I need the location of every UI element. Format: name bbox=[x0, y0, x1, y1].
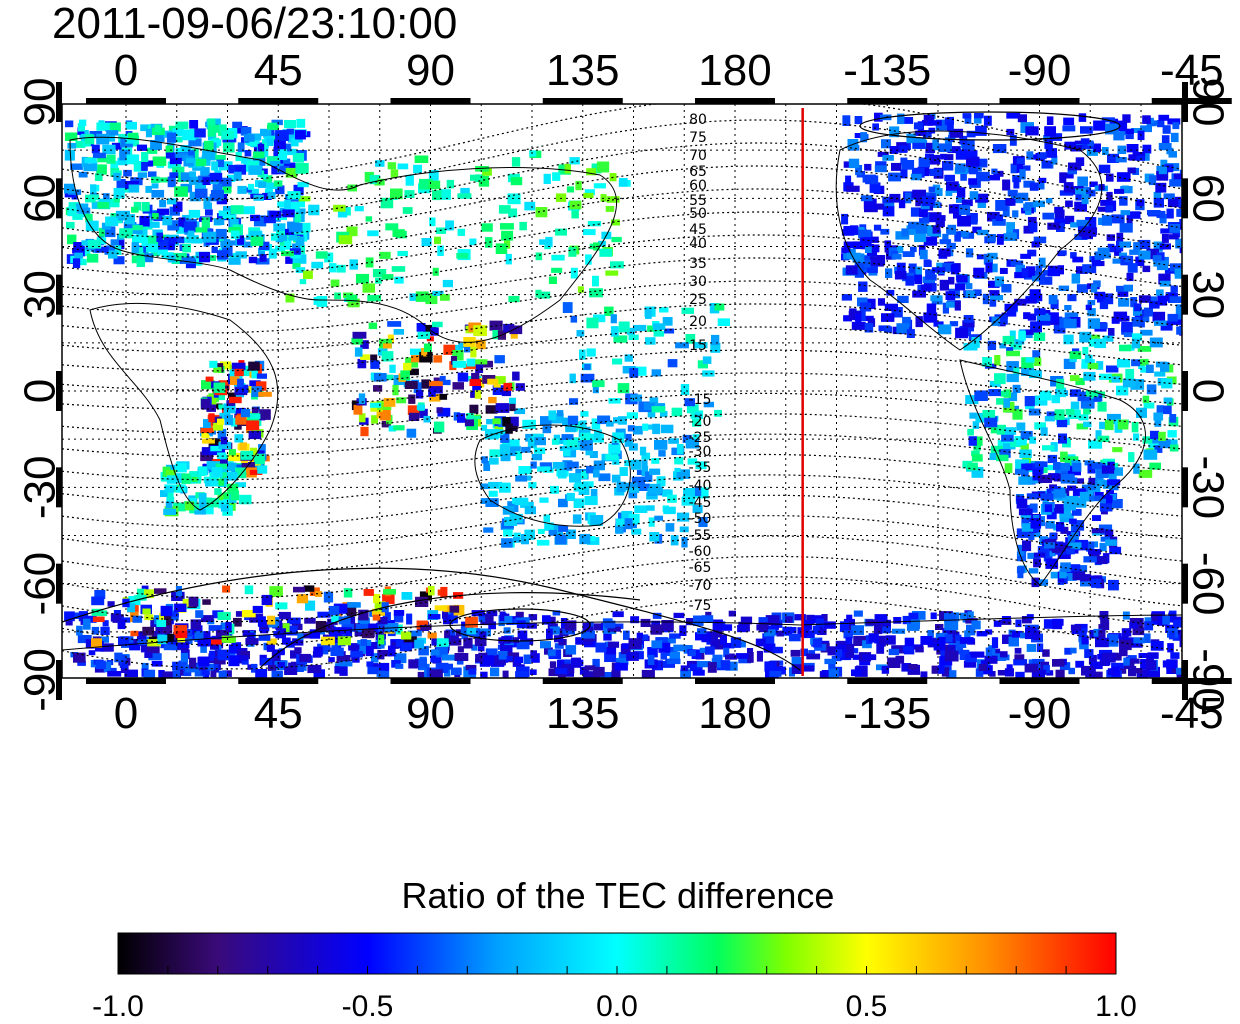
contour-label: 75 bbox=[689, 130, 707, 146]
contour-label: -60 bbox=[689, 544, 712, 560]
map-title: 2011-09-06/23:10:00 bbox=[52, 0, 457, 48]
lat-tick-left: 30 bbox=[16, 270, 65, 319]
lon-tick-bottom: -135 bbox=[843, 689, 931, 738]
map-area: 8075706560555045403530252015-15-20-25-30… bbox=[56, 82, 1232, 700]
lat-tick-right: -90 bbox=[1184, 648, 1233, 712]
contour-label: 50 bbox=[689, 206, 707, 222]
colorbar-tick-label: 1.0 bbox=[1095, 990, 1137, 1023]
lat-tick-left: -90 bbox=[16, 648, 65, 712]
lat-tick-right: 0 bbox=[1184, 379, 1233, 403]
contour-label: 45 bbox=[689, 222, 707, 238]
contour-label: 15 bbox=[689, 338, 707, 354]
contour-label: 60 bbox=[689, 178, 707, 194]
lon-tick-top: -45 bbox=[1160, 46, 1224, 95]
contour-label: -65 bbox=[689, 560, 712, 576]
lon-tick-top: 135 bbox=[546, 46, 619, 95]
colorbar-tick-label: -0.5 bbox=[342, 990, 394, 1023]
contour-label: -15 bbox=[689, 392, 712, 408]
contour-label: -70 bbox=[689, 578, 712, 594]
lon-tick-top: 180 bbox=[698, 46, 771, 95]
axis-tick-labels: 0045459090135135180180-135-135-90-90-45-… bbox=[16, 46, 1233, 738]
contour-label: 65 bbox=[689, 164, 707, 180]
magnetic-latitude-contours bbox=[62, 104, 1182, 671]
contour-label: 55 bbox=[689, 193, 707, 209]
contour-label: 30 bbox=[689, 274, 707, 290]
lon-tick-bottom: -90 bbox=[1008, 689, 1072, 738]
lon-tick-top: 90 bbox=[406, 46, 455, 95]
contour-label: 25 bbox=[689, 292, 707, 308]
contour-label: -50 bbox=[689, 511, 712, 527]
contour-label: 80 bbox=[689, 112, 707, 128]
contour-label: 20 bbox=[689, 314, 707, 330]
contour-label: -20 bbox=[689, 414, 712, 430]
lat-tick-right: 60 bbox=[1184, 174, 1233, 223]
colorbar-title: Ratio of the TEC difference bbox=[402, 875, 835, 916]
colorbar-tick-label: -1.0 bbox=[92, 990, 144, 1023]
contour-label: -45 bbox=[689, 495, 712, 511]
contour-label: -75 bbox=[689, 598, 712, 614]
lat-tick-right: 30 bbox=[1184, 270, 1233, 319]
lon-tick-top: -135 bbox=[843, 46, 931, 95]
lat-tick-left: 60 bbox=[16, 174, 65, 223]
lat-tick-left: 90 bbox=[16, 78, 65, 127]
colorbar-tick-label: 0.5 bbox=[846, 990, 888, 1023]
lat-tick-left: 0 bbox=[16, 379, 65, 403]
grid-lines bbox=[62, 104, 1182, 678]
colorbar-ticks: -1.0 -0.5 0.0 0.5 1.0 bbox=[92, 966, 1137, 1023]
contour-label: -25 bbox=[689, 430, 712, 446]
contour-label: -40 bbox=[689, 478, 712, 494]
lat-tick-right: 90 bbox=[1184, 78, 1233, 127]
lat-tick-right: -30 bbox=[1184, 456, 1233, 520]
lat-tick-left: -30 bbox=[16, 456, 65, 520]
lon-tick-bottom: 45 bbox=[254, 689, 303, 738]
contour-label: -35 bbox=[689, 460, 712, 476]
lat-tick-left: -60 bbox=[16, 552, 65, 616]
contour-label: 35 bbox=[689, 256, 707, 272]
lon-tick-top: 45 bbox=[254, 46, 303, 95]
contour-label: 70 bbox=[689, 148, 707, 164]
colorbar bbox=[117, 932, 1117, 975]
colorbar-tick-label: 0.0 bbox=[596, 990, 638, 1023]
lon-tick-bottom: 90 bbox=[406, 689, 455, 738]
lon-tick-bottom: -45 bbox=[1160, 689, 1224, 738]
lon-tick-bottom: 135 bbox=[546, 689, 619, 738]
coastlines bbox=[62, 130, 1182, 651]
contour-label: -30 bbox=[689, 444, 712, 460]
frame-ticks bbox=[56, 82, 1232, 700]
contour-label: 40 bbox=[689, 236, 707, 252]
lon-tick-bottom: 180 bbox=[698, 689, 771, 738]
lon-tick-top: 0 bbox=[114, 46, 138, 95]
lon-tick-bottom: 0 bbox=[114, 689, 138, 738]
lon-tick-top: -90 bbox=[1008, 46, 1072, 95]
lat-tick-right: -60 bbox=[1184, 552, 1233, 616]
contour-label: -55 bbox=[689, 528, 712, 544]
